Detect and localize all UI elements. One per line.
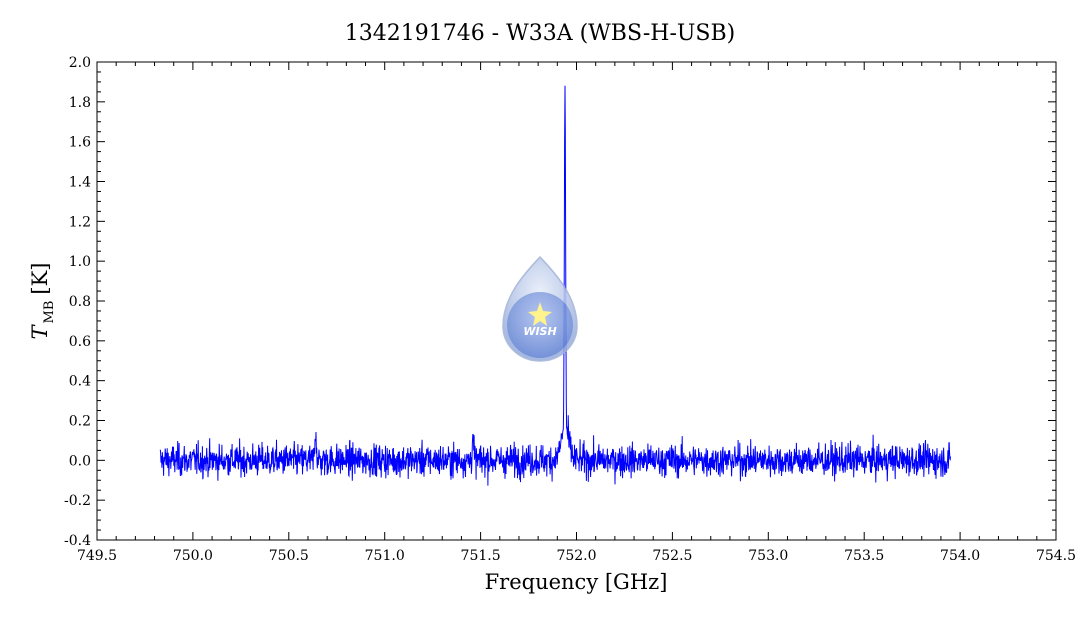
x-tick-label: 751.0	[365, 548, 405, 564]
x-tick-label: 753.0	[748, 548, 788, 564]
x-tick-label: 749.5	[77, 548, 117, 564]
y-tick-label: 1.4	[69, 175, 91, 191]
y-tick-label: 0.0	[69, 453, 91, 469]
chart-title: 1342191746 - W33A (WBS-H-USB)	[345, 21, 736, 46]
y-axis-ticks: -0.4 -0.2 0.0 0.2 0.4 0.6 0.8 1.0 1.2 1.4 1.6 1.8 2.…	[64, 55, 1056, 549]
x-axis-label: Frequency [GHz]	[485, 570, 668, 594]
x-tick-label: 750.0	[173, 548, 213, 564]
x-tick-label: 753.5	[844, 548, 884, 564]
series-line	[159, 85, 951, 486]
star-icon	[528, 302, 552, 326]
x-tick-label: 752.0	[556, 548, 596, 564]
y-tick-label: 0.2	[69, 414, 91, 430]
x-axis-ticks: 749.5 750.0 750.5 751.0 751.5 752.0 752.5 753.0…	[77, 62, 1076, 564]
y-tick-label: 1.0	[69, 254, 91, 270]
y-tick-label: 0.4	[69, 374, 91, 390]
x-tick-label: 751.5	[461, 548, 501, 564]
y-axis-subscript: MB	[42, 301, 57, 324]
logo-text: WISH	[523, 325, 556, 338]
y-tick-label: -0.2	[64, 493, 91, 509]
x-tick-label: 754.0	[940, 548, 980, 564]
y-tick-label: 0.8	[69, 294, 91, 310]
y-axis-unit: [K]	[28, 263, 52, 295]
svg-text:TMB[K]: TMB [K]	[28, 263, 57, 340]
y-tick-label: 1.6	[69, 135, 91, 151]
y-tick-label: -0.4	[64, 533, 91, 549]
x-tick-label: 752.5	[652, 548, 692, 564]
wish-logo: WISH	[502, 255, 578, 362]
x-tick-label: 750.5	[269, 548, 309, 564]
y-tick-label: 1.8	[69, 95, 91, 111]
y-tick-label: 2.0	[69, 55, 91, 71]
y-tick-label: 0.6	[69, 334, 91, 350]
y-axis-symbol: T	[28, 323, 52, 339]
y-axis-label: TMB [K]	[28, 263, 57, 340]
x-tick-label: 754.5	[1036, 548, 1076, 564]
y-tick-label: 1.2	[69, 214, 91, 230]
